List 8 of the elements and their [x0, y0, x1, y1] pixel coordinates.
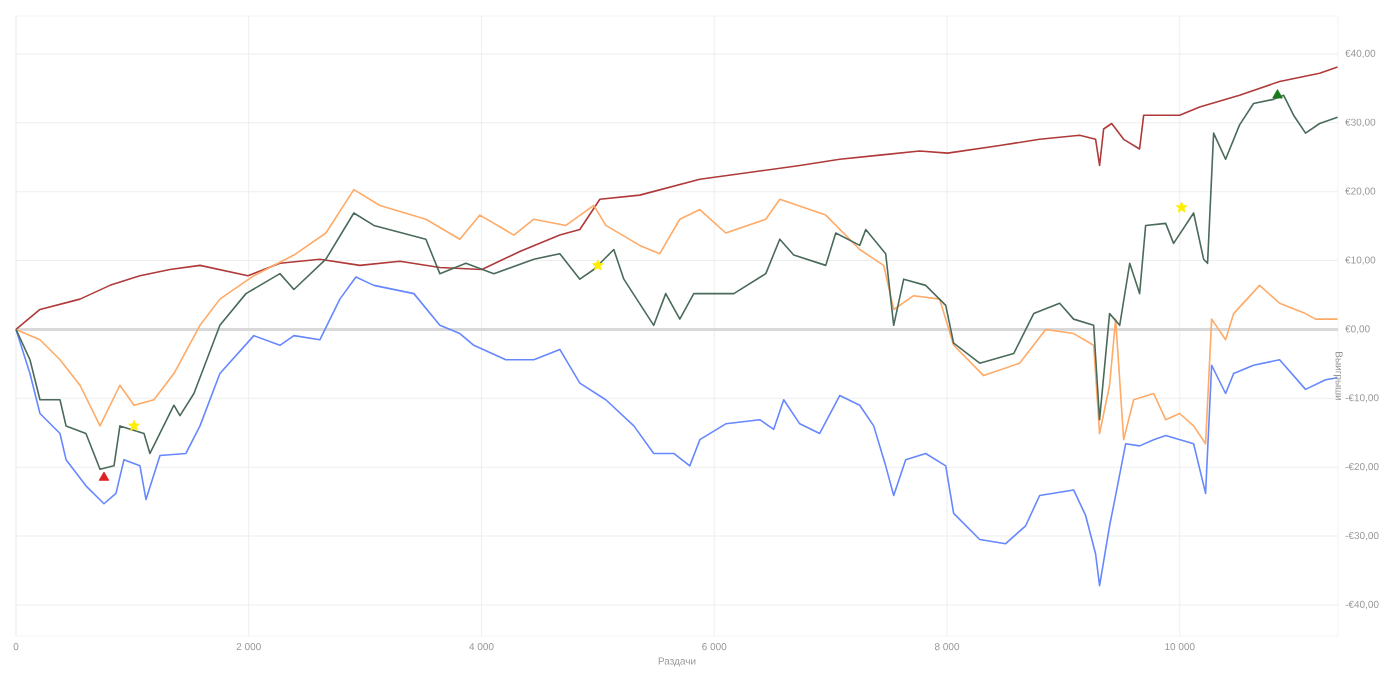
line-series	[15, 188, 1339, 445]
point	[1272, 89, 1283, 99]
point	[592, 259, 604, 271]
point	[1175, 201, 1188, 213]
line-series	[15, 66, 1339, 331]
point	[98, 471, 110, 481]
point	[128, 419, 140, 431]
line-series	[15, 276, 1339, 587]
